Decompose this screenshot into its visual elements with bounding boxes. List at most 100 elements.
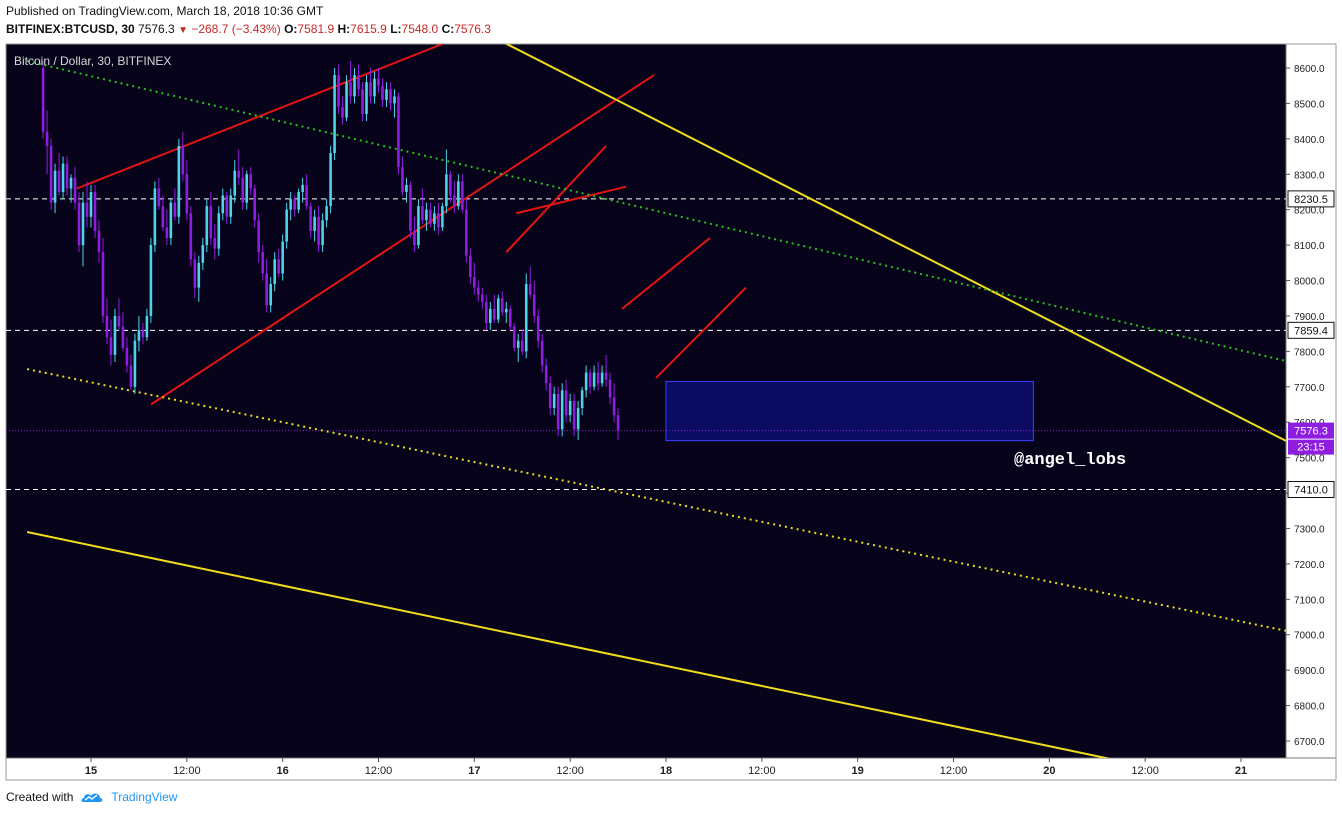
candle-body [421,206,424,221]
y-tick-label: 7700.0 [1294,383,1325,394]
candle-body [129,365,133,387]
candle [524,273,528,359]
candle-body [441,206,444,228]
candle-body [309,206,312,231]
price-line-label: 7410.0 [1294,485,1328,497]
candle [45,110,49,175]
candle [481,287,484,309]
candle [301,177,304,203]
candle-body [361,89,364,115]
trendline [505,145,607,253]
candle-body [101,252,105,316]
candle [341,96,344,125]
tradingview-link[interactable]: TradingView [111,790,178,804]
candle [333,68,336,161]
y-tick-label: 7800.0 [1294,347,1325,358]
candle-body [269,284,272,306]
y-tick-label: 6800.0 [1294,702,1325,713]
candle-body [433,213,436,224]
candle-body [293,199,296,210]
x-tick-label: 12:00 [365,765,393,777]
candle [269,276,272,313]
candle [604,354,608,387]
candle [425,202,428,231]
candle-body [449,174,452,196]
candle-body [113,315,117,355]
candle [297,188,300,214]
candle [349,60,352,104]
candle-body [165,227,169,239]
candle-body [445,174,448,207]
candle [504,301,508,324]
candle [85,181,89,228]
candle [608,372,612,405]
last-price: 7576.3 [138,22,175,36]
candle-body [413,230,416,246]
candle-body [473,276,476,288]
y-tick-label: 8100.0 [1294,241,1325,252]
price-axis[interactable] [1286,44,1336,758]
x-tick-label: 12:00 [173,765,201,777]
candle-body [297,191,300,210]
candle-body [45,131,49,146]
candle [201,238,205,270]
y-tick-label: 7500.0 [1294,454,1325,465]
candle [125,337,129,373]
tradingview-logo-icon[interactable] [81,790,103,804]
candle [149,238,153,324]
candle-body [508,308,512,327]
candle-body [469,255,472,277]
candle [109,319,113,366]
candle [313,209,316,242]
candle-body [496,298,500,320]
candle-body [229,195,233,217]
x-tick-label: 12:00 [940,765,968,777]
candle [544,358,548,391]
candle [477,280,480,302]
candle [373,71,376,104]
candle-body [409,184,412,231]
candle [421,188,424,224]
candle-body [153,188,157,246]
candle [397,92,400,175]
candle-body [89,191,93,217]
candle [369,68,372,104]
candle [576,400,580,440]
candle [572,393,576,437]
candle-body [485,301,488,324]
candle [361,82,364,122]
candle-body [85,202,89,217]
trendline [504,44,1286,443]
candle-body [53,170,57,203]
candle-body [93,191,97,231]
candle [229,188,233,224]
candle [317,206,320,253]
candle [169,199,173,246]
candle [153,181,157,253]
candle-body [401,167,404,192]
candle [113,308,117,362]
candle [393,89,396,118]
candle [281,234,284,281]
candle [381,78,384,107]
close-value: 7576.3 [454,22,491,36]
candle-body [381,85,384,100]
candle [461,174,464,214]
candle-body [281,241,284,274]
y-tick-label: 7000.0 [1294,631,1325,642]
candle [385,82,388,107]
candle-body [57,170,61,192]
candle [556,386,560,437]
candle-body [289,199,292,210]
y-tick-label: 8400.0 [1294,135,1325,146]
candle-body [221,195,225,214]
candle-body [425,209,428,221]
time-axis[interactable] [6,758,1336,780]
candle-body [461,181,464,210]
candle-body [173,202,177,217]
candle-body [213,238,217,249]
price-line-label: 7859.4 [1294,325,1328,337]
open-label: O: [284,22,298,36]
candle [97,220,101,263]
